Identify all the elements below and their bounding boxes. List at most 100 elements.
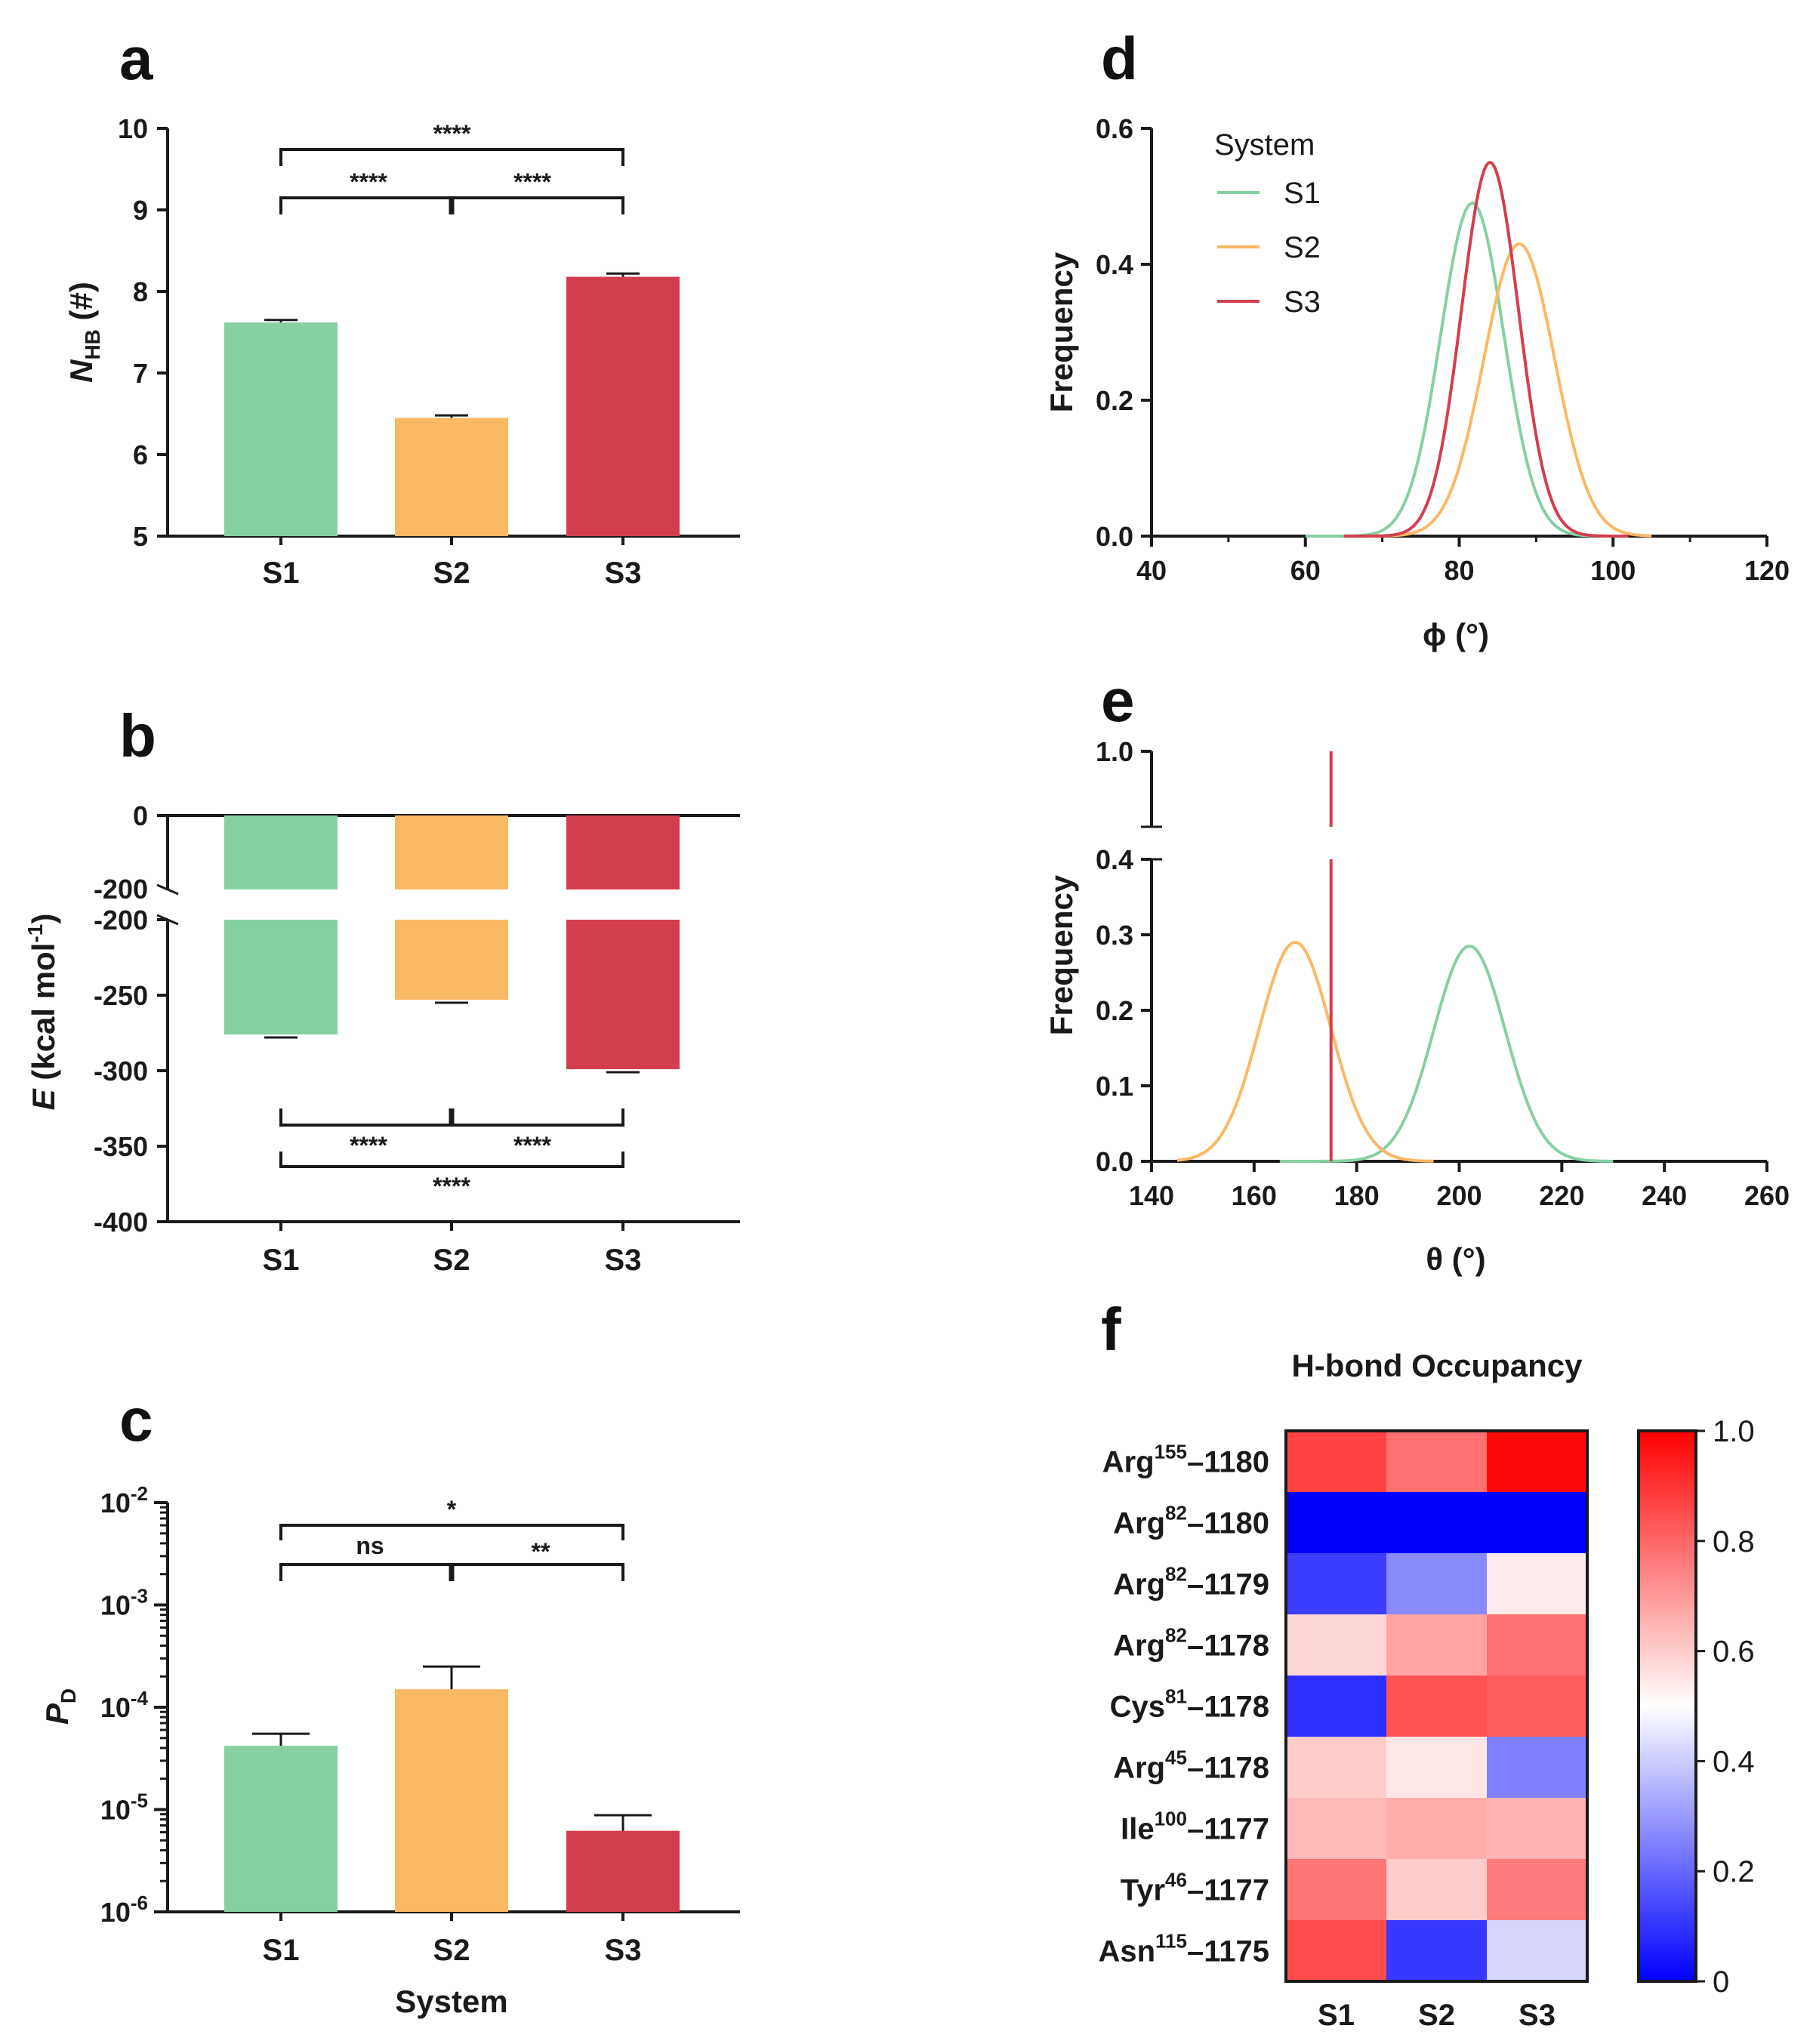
panel-d-xtick-label: 80 bbox=[1444, 555, 1474, 586]
panel-letter-e: e bbox=[1101, 667, 1135, 734]
panel-a-significance: **** bbox=[350, 168, 387, 196]
panel-f-cell bbox=[1487, 1431, 1587, 1492]
panel-c-significance: ns bbox=[356, 1532, 384, 1559]
panel-c-ytick-label: 10-4 bbox=[100, 1687, 149, 1723]
panel-f-cell bbox=[1487, 1920, 1587, 1981]
panel-b-category-label: S3 bbox=[605, 1244, 642, 1277]
panel-a-ytick-label: 6 bbox=[133, 439, 148, 470]
panel-e-xtick-label: 140 bbox=[1129, 1180, 1174, 1211]
panel-e-ytick-label: 0.3 bbox=[1096, 920, 1133, 951]
panel-e-xlabel: θ (°) bbox=[1426, 1241, 1485, 1277]
panel-c-bracket bbox=[279, 1524, 624, 1540]
panel-b-ytick-label: 0 bbox=[133, 800, 148, 831]
panel-f-cell bbox=[1386, 1859, 1487, 1920]
panel-f-row-label: Arg82–1178 bbox=[1113, 1624, 1269, 1663]
panel-d-ytick-label: 0.2 bbox=[1096, 385, 1133, 416]
panel-d-series-S3 bbox=[1343, 160, 1629, 538]
panel-c-bar-S1 bbox=[224, 1746, 338, 1912]
panel-c-significance: * bbox=[447, 1496, 457, 1523]
panel-e-xtick-label: 200 bbox=[1436, 1180, 1482, 1211]
panel-f-column-label: S3 bbox=[1519, 1999, 1556, 2032]
panel-d-series-S2 bbox=[1343, 242, 1652, 538]
panel-letter-a: a bbox=[119, 25, 153, 92]
panel-b-ytick-label: -200 bbox=[94, 874, 148, 905]
panel-e-ytick-label: 0.0 bbox=[1096, 1146, 1133, 1177]
panel-f-cell bbox=[1386, 1920, 1487, 1981]
panel-b-bar-lower-S3 bbox=[566, 920, 680, 1069]
panel-e-ytick-label: 0.1 bbox=[1096, 1071, 1133, 1102]
panel-a-bar-S1 bbox=[224, 322, 338, 536]
panel-b-category-label: S2 bbox=[433, 1244, 470, 1277]
panel-b-ytick-label: -200 bbox=[94, 905, 148, 936]
panel-b-bracket bbox=[279, 1151, 624, 1168]
panel-f-row-label: Ile100–1177 bbox=[1121, 1808, 1269, 1846]
panel-f-cell bbox=[1286, 1553, 1386, 1614]
panel-f-row-label: Arg45–1178 bbox=[1113, 1746, 1269, 1785]
panel-d-legend-label: S3 bbox=[1284, 285, 1321, 319]
panel-f-colorbar-label: 1.0 bbox=[1713, 1415, 1755, 1448]
panel-f-colorbar-label: 0.4 bbox=[1713, 1745, 1755, 1778]
panel-a-bar-S3 bbox=[566, 276, 680, 536]
panel-f-cell bbox=[1286, 1798, 1386, 1859]
panel-a-ytick-label: 8 bbox=[133, 276, 148, 307]
panel-f-cell bbox=[1286, 1859, 1386, 1920]
panel-f-cell bbox=[1386, 1676, 1487, 1737]
panel-f-colorbar-label: 0 bbox=[1713, 1965, 1729, 1999]
panel-f-row-label: Tyr46–1177 bbox=[1121, 1869, 1269, 1907]
panel-a-category-label: S1 bbox=[263, 556, 300, 590]
panel-f-colorbar-label: 0.6 bbox=[1713, 1636, 1755, 1669]
panel-e-xtick-label: 240 bbox=[1642, 1180, 1687, 1211]
panel-f-cell bbox=[1286, 1614, 1386, 1676]
panel-d-xtick-label: 40 bbox=[1136, 555, 1167, 586]
panel-a-ytick-label: 9 bbox=[133, 195, 148, 226]
panel-c-category-label: S1 bbox=[263, 1934, 300, 1967]
panel-e-xtick-label: 160 bbox=[1232, 1180, 1277, 1211]
panel-f-row-label: Arg82–1180 bbox=[1113, 1502, 1269, 1540]
panel-f-cell bbox=[1386, 1798, 1487, 1859]
panel-b-ytick-label: -250 bbox=[94, 980, 148, 1011]
panel-f-row-label: Cys81–1178 bbox=[1110, 1685, 1269, 1724]
panel-c-ytick-label: 10-5 bbox=[100, 1790, 148, 1826]
panel-f-cell bbox=[1487, 1859, 1587, 1920]
panel-f-cell bbox=[1487, 1553, 1587, 1614]
panel-d-legend-title: System bbox=[1214, 128, 1315, 162]
panel-f-column-label: S2 bbox=[1418, 1999, 1455, 2032]
panel-f-colorbar-label: 0.2 bbox=[1713, 1855, 1755, 1888]
panel-f-cell bbox=[1487, 1492, 1587, 1553]
panel-d-ytick-label: 0.6 bbox=[1096, 113, 1133, 144]
panel-a-ytick-label: 10 bbox=[118, 113, 148, 144]
panel-f-cell bbox=[1386, 1614, 1487, 1676]
panel-d-ylabel: Frequency bbox=[1044, 251, 1079, 412]
panel-f-heatmap-frame bbox=[1284, 1429, 1589, 1983]
panel-a-significance: **** bbox=[433, 120, 471, 147]
panel-b-significance: **** bbox=[433, 1173, 470, 1200]
panel-c-bar-S3 bbox=[566, 1830, 680, 1912]
panel-c-category-label: S3 bbox=[605, 1934, 642, 1967]
panel-c-xlabel: System bbox=[395, 1984, 507, 2019]
panel-letter-b: b bbox=[119, 702, 156, 769]
panel-f-cell bbox=[1386, 1737, 1487, 1798]
panel-letter-f: f bbox=[1101, 1296, 1121, 1363]
panel-e-xtick-label: 260 bbox=[1744, 1180, 1790, 1211]
panel-e-xtick-label: 220 bbox=[1539, 1180, 1584, 1211]
panel-b-ytick-label: -400 bbox=[94, 1207, 148, 1238]
panel-f-colorbar bbox=[1637, 1429, 1697, 1983]
panel-letter-c: c bbox=[119, 1386, 153, 1454]
panel-a-significance: **** bbox=[513, 168, 551, 196]
panel-a-ytick-label: 7 bbox=[133, 358, 148, 389]
panel-b-category-label: S1 bbox=[263, 1244, 300, 1277]
panel-f-cell bbox=[1487, 1676, 1587, 1737]
panel-d-xtick-label: 120 bbox=[1744, 555, 1790, 586]
panel-f-row-label: Arg82–1179 bbox=[1113, 1563, 1269, 1602]
panel-d-xtick-label: 100 bbox=[1590, 555, 1636, 586]
panel-a-ylabel: NHB (#) bbox=[63, 282, 104, 383]
panel-b-bar-lower-S2 bbox=[395, 920, 508, 1000]
panel-e-line-chart: Frequency θ (°) 1.0 0.0 0.1 0.2 0.3 0.4 140 160… bbox=[1044, 736, 1790, 1277]
panel-b-axis-break bbox=[156, 883, 179, 896]
panel-d-series-S1 bbox=[1305, 201, 1614, 538]
panel-b-bar-chart: E (kcal mol-1) 0 -200-200 -250 -300 -350 -400… bbox=[23, 800, 740, 1277]
panel-a-ytick-label: 5 bbox=[133, 521, 148, 552]
panel-c-category-label: S2 bbox=[433, 1934, 470, 1967]
panel-e-xtick-label: 180 bbox=[1334, 1180, 1380, 1211]
